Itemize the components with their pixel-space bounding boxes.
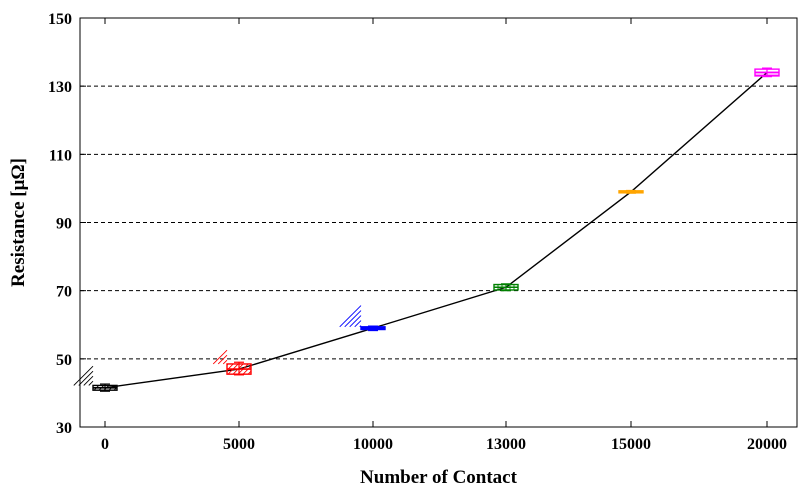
box-20000 xyxy=(754,67,780,78)
hatch xyxy=(359,325,362,328)
y-tick-label: 130 xyxy=(48,79,72,96)
hatch xyxy=(222,359,228,365)
hatch xyxy=(73,365,94,386)
gridlines xyxy=(80,85,797,360)
x-axis: 0 5000 10000 13000 15000 20000 xyxy=(101,18,787,453)
x-tick-label: 5000 xyxy=(223,436,255,453)
box-0 xyxy=(73,365,118,392)
hatch xyxy=(92,385,95,387)
y-tick-label: 150 xyxy=(48,11,72,28)
y-tick-label: 90 xyxy=(56,216,72,233)
y-tick-label: 110 xyxy=(49,147,72,164)
box-series xyxy=(73,67,780,392)
box-15000 xyxy=(618,189,644,194)
hatch xyxy=(226,363,229,366)
y-tick-label: 70 xyxy=(56,284,72,301)
hatch xyxy=(354,320,362,328)
y-tick-label: 30 xyxy=(56,420,72,437)
hatch xyxy=(344,310,362,328)
x-tick-label: 20000 xyxy=(747,436,787,453)
y-axis-title: Resistance [μΩ] xyxy=(8,158,29,287)
y-tick-label: 50 xyxy=(56,352,72,369)
hatch xyxy=(247,370,252,375)
box-10000 xyxy=(339,305,386,332)
trend-line xyxy=(104,72,768,389)
x-tick-label: 0 xyxy=(101,436,109,453)
x-tick-label: 13000 xyxy=(486,436,526,453)
hatch xyxy=(339,305,362,328)
x-tick-label: 15000 xyxy=(611,436,651,453)
hatch xyxy=(242,365,252,375)
x-tick-label: 10000 xyxy=(353,436,393,453)
hatch xyxy=(83,375,94,386)
hatch xyxy=(212,349,228,365)
hatch xyxy=(78,370,94,386)
x-axis-title: Number of Contact xyxy=(360,467,518,488)
box-13000 xyxy=(493,283,519,292)
y-axis: 30 50 70 90 110 130 150 xyxy=(48,11,797,437)
hatch xyxy=(349,315,362,328)
box-5000 xyxy=(212,349,252,376)
hatch xyxy=(217,354,228,365)
hatch xyxy=(88,380,94,386)
